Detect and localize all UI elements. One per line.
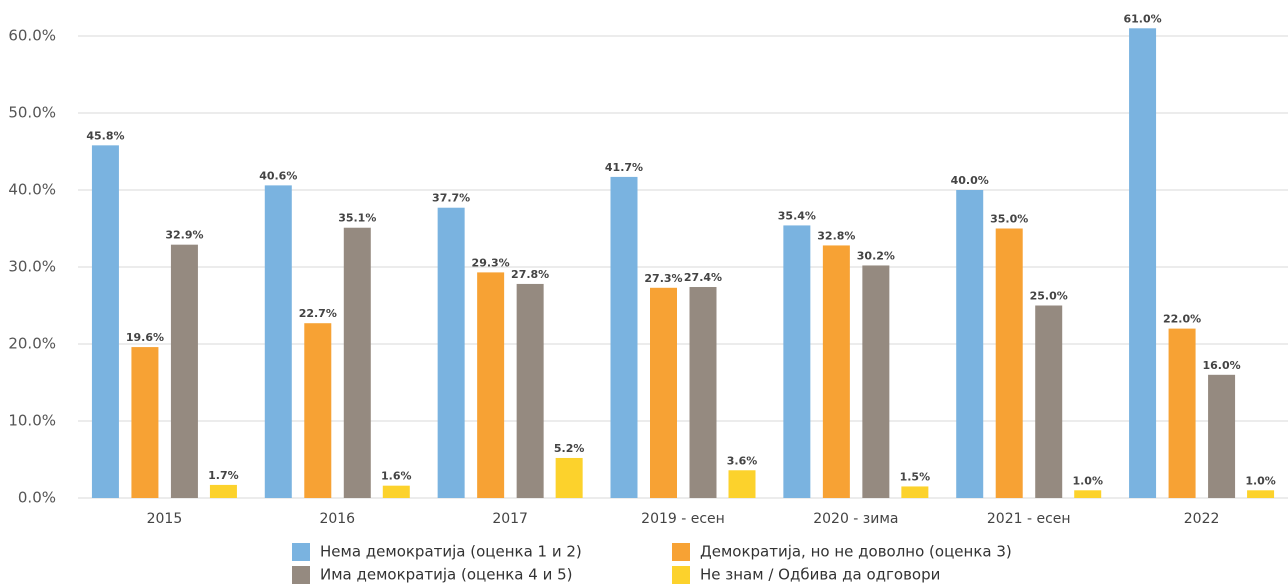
legend-swatch <box>292 566 310 584</box>
value-label: 3.6% <box>727 454 758 467</box>
value-label: 29.3% <box>472 256 510 269</box>
value-label: 35.0% <box>990 213 1028 226</box>
bar <box>956 190 984 498</box>
legend-label: Демократија, но не доволно (оценка 3) <box>700 543 1012 561</box>
value-label: 32.9% <box>165 229 203 242</box>
value-label: 27.3% <box>644 272 682 285</box>
legend-swatch <box>672 543 690 561</box>
bar <box>1129 28 1157 499</box>
value-label: 45.8% <box>86 129 124 142</box>
bar <box>1074 490 1102 498</box>
bar <box>304 323 332 498</box>
value-label: 22.7% <box>299 307 337 320</box>
value-label: 1.7% <box>208 469 239 482</box>
bar <box>862 265 890 498</box>
x-tick-label: 2017 <box>492 511 528 527</box>
bar <box>1168 328 1196 498</box>
value-label: 37.7% <box>432 192 470 205</box>
value-label: 40.0% <box>951 174 989 187</box>
value-label: 27.8% <box>511 268 549 281</box>
legend-swatch <box>672 566 690 584</box>
bar <box>91 145 119 498</box>
legend-swatch <box>292 543 310 561</box>
legend-label: Нема демократија (оценка 1 и 2) <box>320 543 582 561</box>
bar <box>610 176 638 498</box>
value-label: 1.5% <box>900 470 931 483</box>
value-label: 22.0% <box>1163 313 1201 326</box>
value-label: 1.6% <box>381 470 412 483</box>
bar <box>728 470 756 498</box>
bar <box>650 287 677 498</box>
value-label: 1.0% <box>1245 474 1276 487</box>
value-label: 1.0% <box>1072 474 1103 487</box>
y-tick-label: 20.0% <box>8 335 56 353</box>
bar <box>343 227 371 499</box>
bar <box>822 245 850 498</box>
bar <box>783 225 811 499</box>
bar <box>477 272 505 498</box>
bar <box>689 287 717 498</box>
bar <box>264 185 292 498</box>
value-label: 35.1% <box>338 212 376 225</box>
bar <box>437 207 465 498</box>
y-tick-label: 0.0% <box>18 489 56 507</box>
value-label: 32.8% <box>817 229 855 242</box>
y-tick-label: 50.0% <box>8 104 56 122</box>
x-tick-label: 2020 - зима <box>813 511 898 527</box>
legend-label: Не знам / Одбива да одговори <box>700 566 940 584</box>
value-label: 61.0% <box>1123 12 1161 25</box>
value-label: 5.2% <box>554 442 585 455</box>
x-tick-label: 2022 <box>1184 511 1220 527</box>
bar <box>516 283 544 498</box>
value-label: 27.4% <box>684 271 722 284</box>
bar <box>901 486 929 498</box>
bar <box>1247 490 1275 498</box>
bar <box>131 347 159 498</box>
legend-label: Има демократија (оценка 4 и 5) <box>320 566 573 584</box>
x-tick-label: 2015 <box>147 511 183 527</box>
value-label: 30.2% <box>857 249 895 262</box>
bar <box>382 485 410 498</box>
value-label: 41.7% <box>605 161 643 174</box>
x-tick-label: 2019 - есен <box>641 511 725 527</box>
bar <box>555 457 583 498</box>
bar <box>1208 374 1236 498</box>
value-label: 16.0% <box>1202 359 1240 372</box>
value-label: 35.4% <box>778 209 816 222</box>
y-tick-label: 30.0% <box>8 258 56 276</box>
value-label: 40.6% <box>259 169 297 182</box>
value-label: 19.6% <box>126 331 164 344</box>
value-label: 25.0% <box>1030 290 1068 303</box>
bar <box>1035 305 1063 498</box>
y-tick-label: 40.0% <box>8 181 56 199</box>
bar <box>209 484 237 498</box>
bar <box>170 244 198 498</box>
y-tick-label: 60.0% <box>8 27 56 45</box>
x-tick-label: 2016 <box>319 511 355 527</box>
bar <box>995 228 1023 498</box>
x-tick-label: 2021 - есен <box>987 511 1071 527</box>
y-tick-label: 10.0% <box>8 412 56 430</box>
